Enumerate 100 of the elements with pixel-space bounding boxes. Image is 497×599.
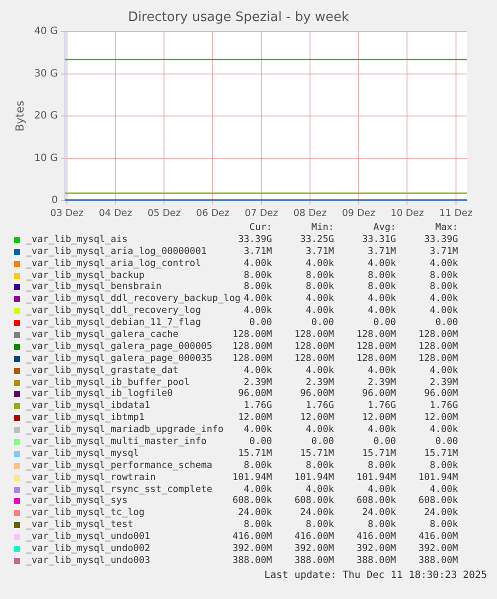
text: 4.00k xyxy=(428,258,458,270)
text: 4.00k xyxy=(244,293,272,304)
text: 1.76G xyxy=(304,400,334,412)
legend-label: _var_lib_mysql_rowtrain xyxy=(26,472,156,484)
text: 8.00k xyxy=(242,270,272,282)
text: 128.00M xyxy=(417,329,458,341)
x-tick-label: 09 Dez xyxy=(342,208,376,219)
legend-label: _var_lib_mysql_aria_log_00000001 xyxy=(26,246,207,258)
text: 388.00M xyxy=(355,554,396,567)
text: 8.00k xyxy=(242,460,272,472)
text: 416.00M xyxy=(417,531,458,544)
text: 392.00M xyxy=(293,543,334,555)
text: 8.00k xyxy=(242,281,272,294)
text: 416.00M xyxy=(293,531,334,544)
text: 15.71M xyxy=(237,448,272,460)
text: 101.94M xyxy=(355,472,396,484)
text: 0.00 xyxy=(248,436,272,448)
legend-label: _var_lib_mysql_undo002 xyxy=(26,543,150,555)
legend-label: _var_lib_mysql_rsync_sst_complete xyxy=(26,484,212,496)
legend-label: _var_lib_mysql_multi_master_info xyxy=(26,436,207,448)
text: 96.00M xyxy=(299,388,334,400)
text: 4.00k xyxy=(242,305,272,318)
text: Last update: Thu Dec 11 18:30:23 2025 xyxy=(264,570,487,581)
text: 24.00k xyxy=(361,507,396,520)
text: 4.00k xyxy=(428,293,458,306)
legend-label: _var_lib_mysql_ib_buffer_pool xyxy=(26,376,190,388)
text: 101.94M xyxy=(293,472,334,484)
x-tick-label: 07 Dez xyxy=(244,208,278,219)
text: 33.25G xyxy=(299,234,334,246)
text: 24.00k xyxy=(423,507,458,520)
legend-label: _var_lib_mysql_ddl_recovery_backup_log xyxy=(26,293,240,306)
x-tick-label: 06 Dez xyxy=(196,208,230,219)
text: 128.00M xyxy=(355,329,396,341)
text: 128.00M xyxy=(293,340,334,353)
text: 128.00M xyxy=(355,340,396,353)
text: 96.00M xyxy=(361,388,396,400)
text: 4.00k xyxy=(242,258,272,270)
text: 128.00M xyxy=(231,352,272,365)
text: 128.00M xyxy=(355,352,396,365)
text: 15.71M xyxy=(423,448,458,460)
text: 8.00k xyxy=(242,519,272,532)
legend-label: _var_lib_mysql_galera_page_000035 xyxy=(26,352,212,365)
text: 96.00M xyxy=(423,388,458,400)
text: 101.94M xyxy=(417,472,458,484)
text: 392.00M xyxy=(355,543,396,555)
text: 128.00M xyxy=(293,329,334,341)
x-tick-label: 03 Dez xyxy=(50,208,84,219)
legend-label: _var_lib_mysql_tc_log xyxy=(26,507,145,520)
text: 4.00k xyxy=(428,484,458,496)
text: 8.00k xyxy=(304,270,334,282)
text: 33.31G xyxy=(361,234,396,246)
x-tick-label: 11 Dez xyxy=(439,208,472,219)
text: Cur: xyxy=(248,222,272,234)
text: 608.00k xyxy=(293,495,334,508)
y-tick-label: 20 G xyxy=(34,110,58,122)
legend-label: _var_lib_mysql_ib_logfile0 xyxy=(26,388,173,400)
text: 8.00k xyxy=(366,270,396,282)
text: 608.00k xyxy=(355,495,396,508)
legend-label: _var_lib_mysql_test xyxy=(26,519,134,532)
x-tick-label: 04 Dez xyxy=(98,208,132,219)
text: 2.39M xyxy=(304,376,334,388)
text: 4.00k xyxy=(242,364,272,377)
text: 0.00 xyxy=(310,317,334,330)
text: 8.00k xyxy=(428,281,458,294)
text: 8.00k xyxy=(366,281,396,294)
text: 4.00k xyxy=(242,484,272,496)
legend-label: _var_lib_mysql_undo001 xyxy=(26,531,150,544)
text: 128.00M xyxy=(293,352,334,365)
text: 2.39M xyxy=(428,376,458,388)
y-tick-label: 30 G xyxy=(34,68,58,80)
text: 3.71M xyxy=(428,246,458,258)
legend-label: _var_lib_mysql_backup xyxy=(26,270,145,282)
legend-label: _var_lib_mysql_mysql xyxy=(26,448,139,460)
text: 8.00k xyxy=(428,460,458,472)
text: 33.39G xyxy=(423,234,458,246)
y-tick-label: 10 G xyxy=(34,152,58,164)
text: 128.00M xyxy=(417,352,458,365)
text: 416.00M xyxy=(231,531,272,544)
text: 15.71M xyxy=(299,448,334,460)
text: 8.00k xyxy=(304,519,334,532)
y-tick-label: 40 G xyxy=(34,26,58,38)
text: 0.00 xyxy=(372,436,396,448)
text: 4.00k xyxy=(304,305,334,318)
text: 4.00k xyxy=(366,364,396,377)
text: 15.71M xyxy=(361,448,396,460)
text: 3.71M xyxy=(242,246,272,258)
text: 388.00M xyxy=(231,554,272,567)
text: 608.00k xyxy=(231,495,272,508)
text: 3.71M xyxy=(304,246,334,258)
text: 1.76G xyxy=(366,400,396,412)
text: 4.00k xyxy=(366,305,396,318)
text: 4.00k xyxy=(304,364,334,377)
text: 392.00M xyxy=(231,543,272,555)
text: 0.00 xyxy=(310,436,334,448)
legend-label: _var_lib_mysql_mariadb_upgrade_info xyxy=(26,424,224,436)
x-tick-label: 08 Dez xyxy=(293,208,327,219)
text: 96.00M xyxy=(237,388,272,400)
text: 4.00k xyxy=(304,293,334,306)
text: 0.00 xyxy=(372,317,396,330)
text: 388.00M xyxy=(417,554,458,567)
